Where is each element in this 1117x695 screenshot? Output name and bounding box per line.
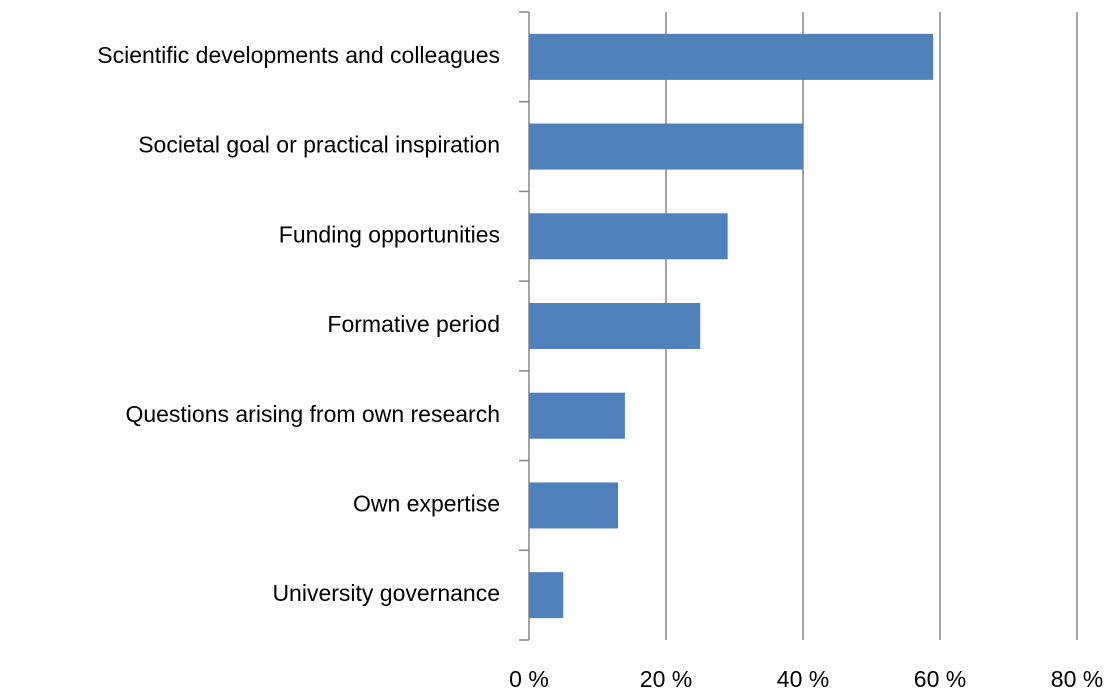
x-tick-label: 0 % — [509, 666, 549, 692]
y-tick-label: Funding opportunities — [279, 221, 500, 247]
bar — [529, 392, 625, 439]
x-tick-label: 40 % — [777, 666, 829, 692]
bar — [529, 572, 564, 619]
y-tick-label: Scientific developments and colleagues — [97, 42, 500, 68]
y-tick-label: Questions arising from own research — [125, 401, 500, 427]
bar — [529, 123, 803, 170]
bar — [529, 33, 934, 80]
bar — [529, 213, 728, 260]
x-tick-label: 80 % — [1051, 666, 1103, 692]
y-tick-label: Formative period — [327, 311, 500, 337]
y-tick-label: University governance — [272, 580, 500, 606]
y-tick-label: Own expertise — [353, 491, 500, 517]
bar — [529, 303, 701, 349]
bar — [529, 482, 619, 529]
x-tick-label: 20 % — [640, 666, 692, 692]
y-tick-label: Societal goal or practical inspiration — [138, 132, 500, 158]
x-tick-label: 60 % — [914, 666, 966, 692]
